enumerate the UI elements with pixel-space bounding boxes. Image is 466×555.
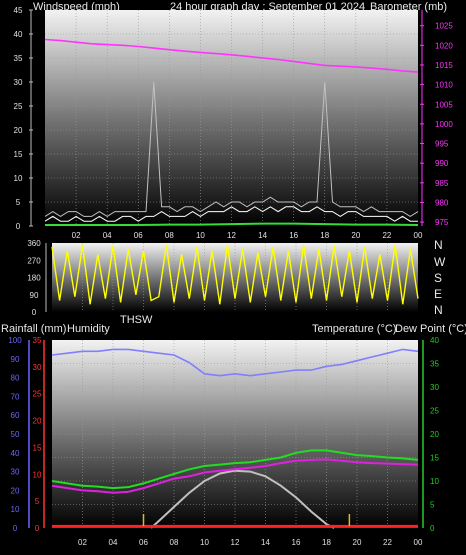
humidity-tick-label: 40 (11, 449, 20, 458)
barometer-tick-label: 980 (435, 198, 449, 207)
barometer-line (44, 38, 419, 73)
barometer-tick-label: 1010 (435, 81, 453, 90)
direction-tick-label: 360 (27, 239, 41, 248)
windspeed-line (44, 206, 418, 222)
wind-direction-line (51, 244, 419, 305)
compass-label-w: W (434, 255, 446, 269)
wind-tick-label: 0 (16, 222, 21, 231)
humidity-tick-label: 10 (11, 505, 20, 514)
direction-tick-label: 0 (32, 308, 37, 317)
compass-label-n-top: N (434, 238, 443, 252)
rainfall-tick-label: 30 (33, 363, 42, 372)
climate-x-tick-label: 00 (414, 538, 423, 547)
humidity-axis-label: Humidity (67, 323, 110, 335)
wind-x-tick-label: 12 (227, 231, 236, 240)
temperature-tick-label: 25 (430, 407, 439, 416)
direction-tick-label: 90 (30, 291, 39, 300)
climate-x-tick-label: 22 (383, 538, 392, 547)
wind-tick-label: 20 (14, 126, 23, 135)
temperature-tick-label: 15 (430, 454, 439, 463)
wind-x-tick-label: 04 (103, 231, 112, 240)
dewpoint-line (51, 458, 419, 494)
barometer-tick-label: 1015 (435, 61, 453, 70)
wind-average-line (45, 222, 419, 226)
rainfall-tick-label: 10 (33, 470, 42, 479)
wind-x-tick-label: 16 (289, 231, 298, 240)
humidity-tick-label: 90 (11, 355, 20, 364)
climate-x-tick-label: 12 (231, 538, 240, 547)
temperature-tick-label: 10 (430, 477, 439, 486)
humidity-tick-label: 100 (8, 336, 22, 345)
rainfall-tick-label: 35 (33, 336, 42, 345)
temperature-tick-label: 0 (430, 524, 435, 533)
rainfall-tick-label: 15 (33, 443, 42, 452)
wind-x-tick-label: 06 (134, 231, 143, 240)
rainfall-axis-label: Rainfall (mm) (1, 323, 67, 335)
barometer-tick-label: 1000 (435, 120, 453, 129)
wind-tick-label: 40 (14, 30, 23, 39)
wind-x-tick-label: 00 (414, 231, 423, 240)
wind-x-tick-label: 20 (351, 231, 360, 240)
direction-tick-label: 180 (27, 274, 41, 283)
climate-x-tick-label: 10 (200, 538, 209, 547)
wind-tick-label: 25 (14, 102, 23, 111)
climate-x-tick-label: 18 (322, 538, 331, 547)
direction-tick-label: 270 (27, 256, 41, 265)
barometer-tick-label: 1020 (435, 41, 453, 50)
temperature-tick-label: 40 (430, 336, 439, 345)
wind-tick-label: 30 (14, 78, 23, 87)
humidity-tick-label: 0 (13, 524, 18, 533)
humidity-tick-label: 50 (11, 430, 20, 439)
climate-x-tick-label: 02 (78, 538, 87, 547)
humidity-tick-label: 30 (11, 468, 20, 477)
barometer-tick-label: 990 (435, 159, 449, 168)
temperature-tick-label: 20 (430, 430, 439, 439)
wind-gust-line (44, 81, 419, 217)
climate-x-tick-label: 14 (261, 538, 270, 547)
compass-label-n-bottom: N (434, 303, 443, 317)
temperature-axis-label: Temperature (°C) (312, 323, 397, 335)
temperature-tick-label: 5 (430, 501, 435, 510)
dewpoint-axis-label: Dew Point (°C) (395, 323, 466, 335)
humidity-tick-label: 60 (11, 411, 20, 420)
barometer-tick-label: 1025 (435, 22, 453, 31)
wind-tick-label: 10 (14, 174, 23, 183)
solar-radiation-curve (150, 469, 335, 529)
humidity-tick-label: 20 (11, 486, 20, 495)
rainfall-tick-label: 0 (35, 524, 40, 533)
wind-x-tick-label: 22 (382, 231, 391, 240)
humidity-tick-label: 70 (11, 392, 20, 401)
barometer-tick-label: 975 (435, 218, 449, 227)
thsw-label: THSW (120, 314, 153, 326)
compass-label-s: S (434, 271, 443, 285)
wind-x-tick-label: 18 (320, 231, 329, 240)
climate-x-tick-label: 06 (139, 538, 148, 547)
rainfall-tick-label: 5 (35, 497, 40, 506)
wind-x-tick-label: 02 (72, 231, 81, 240)
climate-x-tick-label: 16 (292, 538, 301, 547)
temperature-line (51, 449, 419, 490)
rainfall-tick-label: 25 (33, 390, 42, 399)
wind-tick-label: 5 (16, 198, 21, 207)
wind-x-tick-label: 14 (258, 231, 267, 240)
compass-label-e: E (434, 287, 443, 301)
climate-x-tick-label: 20 (353, 538, 362, 547)
barometer-tick-label: 995 (435, 140, 449, 149)
wind-x-tick-label: 08 (165, 231, 174, 240)
temperature-tick-label: 35 (430, 360, 439, 369)
barometer-tick-label: 985 (435, 179, 449, 188)
humidity-line (51, 348, 419, 377)
climate-x-tick-label: 04 (109, 538, 118, 547)
humidity-tick-label: 80 (11, 374, 20, 383)
wind-tick-label: 15 (14, 150, 23, 159)
barometer-tick-label: 1005 (435, 100, 453, 109)
wind-tick-label: 35 (14, 54, 23, 63)
wind-tick-label: 45 (14, 6, 23, 15)
climate-x-tick-label: 08 (170, 538, 179, 547)
wind-x-tick-label: 10 (196, 231, 205, 240)
temperature-tick-label: 30 (430, 383, 439, 392)
rainfall-tick-label: 20 (33, 417, 42, 426)
